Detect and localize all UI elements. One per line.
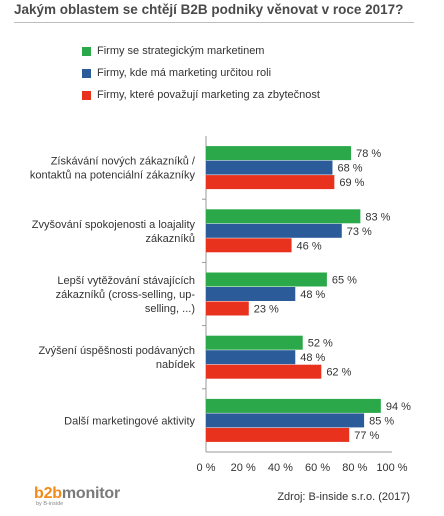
legend-swatch-blue <box>82 68 91 78</box>
data-label: 78 % <box>356 148 381 160</box>
data-label: 52 % <box>308 338 333 350</box>
category-label: Lepší vytěžování stávajících <box>57 275 195 287</box>
category-label: kontaktů na potenciální zákazníky <box>30 170 196 182</box>
bar-red <box>206 427 350 442</box>
legend-item-useless: Firmy, které považují marketing za zbyte… <box>82 84 320 106</box>
category-label: Zvyšování spokojenosti a loajality <box>32 219 196 231</box>
data-label: 46 % <box>297 240 322 252</box>
bar-blue <box>206 160 333 175</box>
category-label: nabídek <box>156 359 196 371</box>
category-label: zákazníků (cross-selling, up- <box>56 289 196 301</box>
category-label: selling, ...) <box>145 303 195 315</box>
x-tick-label: 60 % <box>305 462 330 474</box>
bar-red <box>206 364 322 379</box>
category-label: Další marketingové aktivity <box>64 415 195 427</box>
legend: Firmy se strategickým marketinem Firmy, … <box>82 40 320 106</box>
legend-swatch-red <box>82 90 91 100</box>
source-note: Zdroj: B-inside s.r.o. (2017) <box>277 491 410 503</box>
legend-item-some-role: Firmy, kde má marketing určitou roli <box>82 62 320 84</box>
data-label: 23 % <box>254 304 279 316</box>
bar-blue <box>206 223 342 238</box>
legend-label: Firmy, kde má marketing určitou roli <box>97 67 272 79</box>
bar-blue <box>206 350 296 365</box>
data-label: 77 % <box>354 430 379 442</box>
bar-blue <box>206 413 365 428</box>
category-label: Získávání nových zákazníků / <box>51 156 196 168</box>
bar-green <box>206 272 327 287</box>
category-label: zákazníků <box>145 233 195 245</box>
title-divider <box>14 22 414 23</box>
data-label: 62 % <box>326 367 351 379</box>
data-label: 68 % <box>337 163 362 175</box>
category-label: Zvýšení úspěšnosti podávaných <box>38 345 195 357</box>
legend-swatch-green <box>82 46 91 56</box>
x-tick-label: 20 % <box>231 462 256 474</box>
bar-red <box>206 175 335 190</box>
x-tick-label: 40 % <box>268 462 293 474</box>
data-label: 69 % <box>339 177 364 189</box>
legend-label: Firmy, které považují marketing za zbyte… <box>97 89 320 101</box>
data-label: 65 % <box>332 275 357 287</box>
bar-green <box>206 398 381 413</box>
data-label: 85 % <box>369 415 394 427</box>
b2bmonitor-logo: b2bmonitor by B-inside <box>34 485 121 507</box>
legend-item-strategic: Firmy se strategickým marketinem <box>82 40 320 62</box>
data-label: 48 % <box>300 289 325 301</box>
data-label: 83 % <box>365 211 390 223</box>
bar-green <box>206 146 352 161</box>
bar-green <box>206 209 361 224</box>
chart-title: Jakým oblastem se chtějí B2B podniky věn… <box>14 2 404 17</box>
data-label: 48 % <box>300 352 325 364</box>
bar-blue <box>206 287 296 301</box>
x-tick-label: 80 % <box>342 462 367 474</box>
legend-label: Firmy se strategickým marketinem <box>97 45 265 57</box>
bar-red <box>206 301 249 316</box>
data-label: 73 % <box>347 226 372 238</box>
data-label: 94 % <box>386 401 411 413</box>
bar-green <box>206 335 303 350</box>
x-tick-label: 0 % <box>197 462 216 474</box>
x-tick-label: 100 % <box>376 462 407 474</box>
bar-red <box>206 238 292 253</box>
